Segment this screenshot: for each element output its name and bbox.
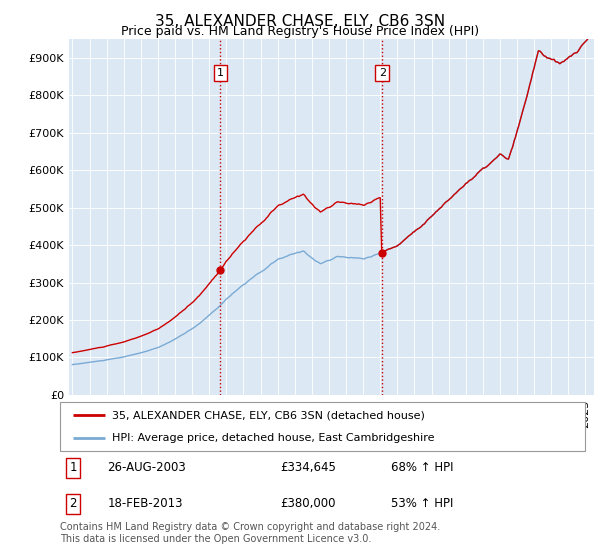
Text: 26-AUG-2003: 26-AUG-2003 — [107, 461, 186, 474]
Text: 35, ALEXANDER CHASE, ELY, CB6 3SN (detached house): 35, ALEXANDER CHASE, ELY, CB6 3SN (detac… — [113, 410, 425, 421]
Text: 2: 2 — [379, 68, 386, 78]
Text: HPI: Average price, detached house, East Cambridgeshire: HPI: Average price, detached house, East… — [113, 433, 435, 444]
Text: 18-FEB-2013: 18-FEB-2013 — [107, 497, 183, 510]
Text: 53% ↑ HPI: 53% ↑ HPI — [391, 497, 453, 510]
Text: 1: 1 — [70, 461, 77, 474]
Text: 35, ALEXANDER CHASE, ELY, CB6 3SN: 35, ALEXANDER CHASE, ELY, CB6 3SN — [155, 14, 445, 29]
Text: 1: 1 — [217, 68, 224, 78]
Text: Price paid vs. HM Land Registry's House Price Index (HPI): Price paid vs. HM Land Registry's House … — [121, 25, 479, 38]
Text: 2: 2 — [70, 497, 77, 510]
Text: Contains HM Land Registry data © Crown copyright and database right 2024.
This d: Contains HM Land Registry data © Crown c… — [60, 522, 440, 544]
Text: £334,645: £334,645 — [281, 461, 337, 474]
Text: £380,000: £380,000 — [281, 497, 336, 510]
Text: 68% ↑ HPI: 68% ↑ HPI — [391, 461, 453, 474]
